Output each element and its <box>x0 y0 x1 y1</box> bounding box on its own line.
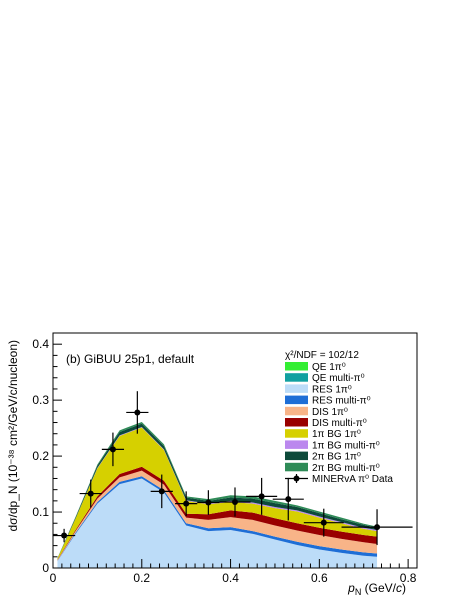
data-marker <box>109 446 116 453</box>
data-marker <box>183 500 190 507</box>
y-axis-label: dσ/dp_N (10⁻³⁸ cm²/GeV/c/nucleon) <box>6 340 20 532</box>
legend-swatch <box>285 440 308 449</box>
legend-swatch <box>285 451 308 461</box>
data-marker <box>134 409 141 416</box>
data-marker <box>320 519 327 526</box>
data-point <box>150 474 173 509</box>
data-point <box>272 477 304 521</box>
legend-item-label: RES 1π⁰ <box>312 384 352 395</box>
plot-frame <box>52 332 418 569</box>
legend-data-marker <box>293 475 300 482</box>
data-point <box>101 432 125 467</box>
legend-item-label: DIS 1π⁰ <box>312 407 348 418</box>
data-point <box>175 491 198 516</box>
data-marker <box>374 524 381 531</box>
x-label-unit: (GeV/ <box>361 581 396 595</box>
legend-swatch <box>285 418 308 427</box>
data-marker <box>258 493 265 500</box>
data-marker <box>232 498 238 505</box>
y-tick-label: 0 <box>42 561 49 575</box>
x-label-end: ) <box>402 581 406 595</box>
y-tick-label: 0.2 <box>32 449 49 463</box>
legend-item-label: 2π BG 1π⁰ <box>312 452 361 463</box>
x-tick-label: 0.6 <box>311 571 328 585</box>
data-marker <box>87 490 94 497</box>
legend-swatch <box>285 462 308 472</box>
data-point <box>53 528 76 543</box>
x-axis-label: pN (GeV/c) <box>347 581 406 597</box>
legend-item-label: 1π BG 1π⁰ <box>312 429 361 440</box>
legend-item-label: DIS multi-π⁰ <box>312 418 367 429</box>
data-point <box>197 490 220 515</box>
area-series-2 <box>57 478 378 568</box>
x-tick-label: 0.4 <box>222 571 239 585</box>
data-marker <box>158 488 165 495</box>
area-series-5 <box>57 466 378 561</box>
y-tick-label: 0.1 <box>32 505 49 519</box>
legend-item-label: 1π BG multi-π⁰ <box>312 440 380 451</box>
legend-swatch <box>285 429 308 438</box>
legend-item-label: QE multi-π⁰ <box>312 373 365 384</box>
panel-label: (b) GiBUU 25p1, default <box>66 352 195 366</box>
data-marker <box>61 532 68 539</box>
y-tick-label: 0.3 <box>32 393 49 407</box>
area-series-4 <box>57 470 378 561</box>
legend-swatch <box>285 384 308 393</box>
data-point <box>219 487 251 517</box>
legend-swatch <box>285 395 308 405</box>
data-points <box>53 391 413 546</box>
area-series-6 <box>57 427 378 560</box>
x-tick-label: 0.8 <box>400 571 417 585</box>
data-point <box>79 479 102 508</box>
x-tick-label: 0 <box>50 571 57 585</box>
axis-ticks <box>52 332 418 569</box>
legend-item-label: MINERvA π⁰ Data <box>312 474 393 485</box>
y-tick-label: 0.4 <box>32 337 49 351</box>
x-tick-label: 0.2 <box>133 571 150 585</box>
legend-item-label: RES multi-π⁰ <box>312 396 371 407</box>
data-marker <box>285 496 292 503</box>
x-label-sub: N <box>355 587 362 597</box>
x-label-p: p <box>347 581 355 595</box>
legend-item-label: QE 1π⁰ <box>312 362 346 373</box>
area-series-3 <box>57 476 378 562</box>
data-marker <box>205 499 212 506</box>
data-point <box>246 477 278 515</box>
legend-swatch <box>285 362 308 371</box>
tick-labels: 0 0.2 0.4 0.6 0.8 0 0.1 0.2 0.3 0.4 <box>32 337 416 585</box>
legend-swatch <box>285 406 308 416</box>
data-point <box>303 508 344 537</box>
chi2-label: χ²/NDF = 102/12 <box>285 350 359 361</box>
data-point <box>341 509 413 546</box>
x-label-c: c <box>396 581 402 595</box>
legend-swatch <box>285 373 308 382</box>
legend-item-label: 2π BG multi-π⁰ <box>312 463 380 474</box>
data-point <box>126 391 149 434</box>
